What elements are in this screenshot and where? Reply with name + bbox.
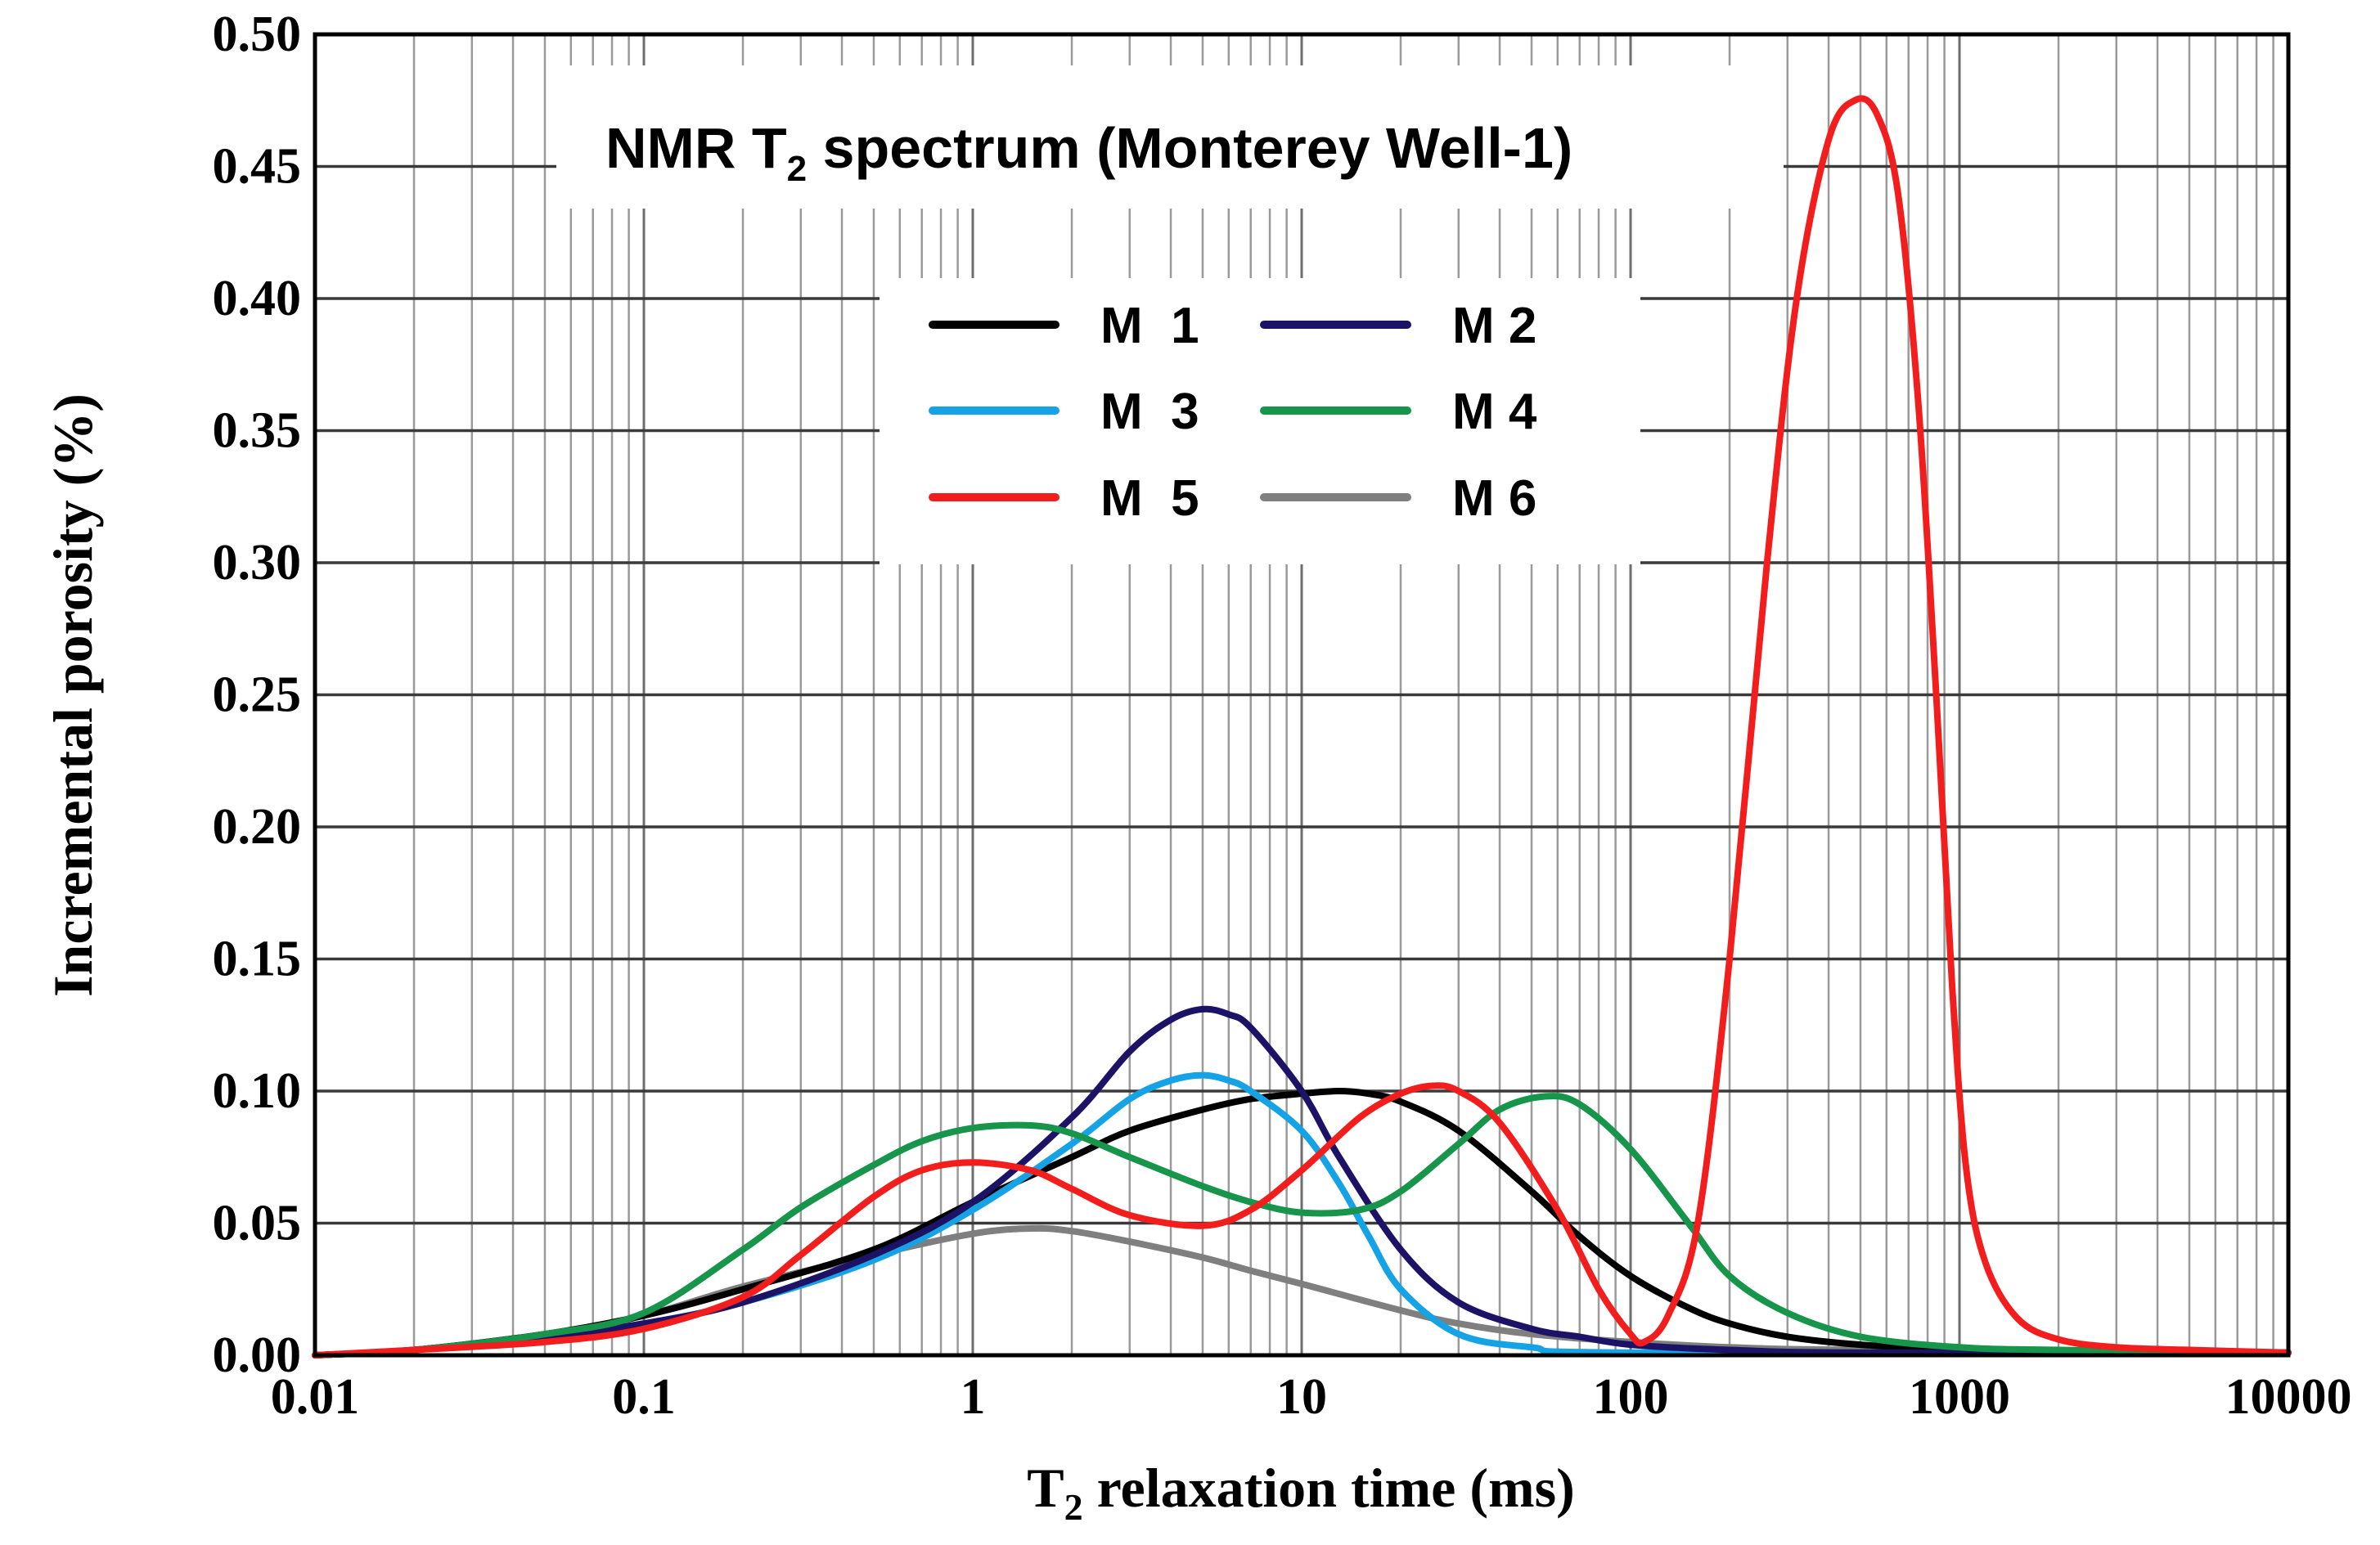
series-layer	[312, 95, 2292, 1359]
y-tick-label: 0.25	[213, 667, 302, 723]
x-tick-label: 0.1	[612, 1369, 676, 1425]
legend-label-m4: M 4	[1452, 384, 1537, 440]
y-tick-label: 0.15	[213, 932, 302, 987]
y-tick-label: 0.05	[213, 1196, 302, 1251]
x-axis-label-main: T	[1027, 1457, 1064, 1519]
series-line-m5	[312, 95, 2292, 1359]
y-tick-label: 0.10	[213, 1063, 302, 1119]
y-tick-label: 0.20	[213, 799, 302, 855]
legend-label-m1: M 1	[1100, 298, 1199, 354]
x-axis-label-subscript: 2	[1064, 1486, 1083, 1528]
y-tick-label: 0.40	[213, 271, 302, 326]
x-axis-label: T2 relaxation time (ms)	[1027, 1457, 1575, 1528]
x-tick-labels: 0.01 0.1 1 10 100 1000 10000	[271, 1369, 2352, 1425]
x-tick-label: 10	[1276, 1369, 1327, 1425]
chart-title-rest: spectrum (Monterey Well-1)	[807, 116, 1572, 180]
series-line-m1	[312, 1088, 2292, 1359]
y-tick-label: 0.00	[213, 1327, 302, 1383]
y-tick-label: 0.50	[213, 7, 302, 62]
legend-label-m3: M 3	[1100, 384, 1199, 440]
x-tick-label: 10000	[2225, 1369, 2352, 1425]
legend-label-m5: M 5	[1100, 470, 1199, 527]
x-tick-label: 1000	[1909, 1369, 2010, 1425]
plot-frame	[313, 32, 2291, 1358]
legend-label-m2: M 2	[1452, 298, 1536, 354]
x-tick-label: 0.01	[271, 1369, 360, 1425]
y-tick-label: 0.35	[213, 403, 302, 459]
chart-title-subscript: 2	[787, 149, 807, 189]
legend: M 1 M 2 M 3 M 4 M 5 M 6	[929, 298, 1537, 527]
chart-title-main: NMR T	[605, 116, 787, 180]
x-tick-label: 1	[961, 1369, 986, 1425]
legend-label-m6: M 6	[1452, 470, 1536, 527]
y-tick-label: 0.30	[213, 535, 302, 591]
y-axis-label: Incremental porosity (%)	[42, 393, 104, 997]
title-box	[556, 65, 1784, 209]
x-tick-label: 100	[1593, 1369, 1669, 1425]
x-axis-label-rest: relaxation time (ms)	[1083, 1457, 1575, 1519]
series-line-m4	[312, 1093, 2292, 1359]
y-tick-labels: 0.00 0.05 0.10 0.15 0.20 0.25 0.30 0.35 0.40 0.45…	[213, 7, 302, 1383]
y-tick-label: 0.45	[213, 139, 302, 195]
chart-title: NMR T2 spectrum (Monterey Well-1)	[605, 116, 1572, 189]
